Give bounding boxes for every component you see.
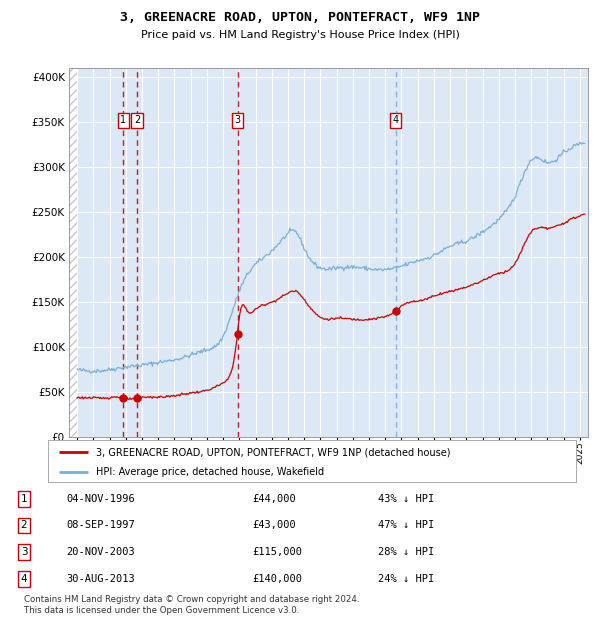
Text: 4: 4 (393, 115, 399, 125)
Text: 3: 3 (235, 115, 241, 125)
Text: 47% ↓ HPI: 47% ↓ HPI (378, 520, 434, 531)
Text: Price paid vs. HM Land Registry's House Price Index (HPI): Price paid vs. HM Land Registry's House … (140, 30, 460, 40)
Text: 3, GREENACRE ROAD, UPTON, PONTEFRACT, WF9 1NP: 3, GREENACRE ROAD, UPTON, PONTEFRACT, WF… (120, 11, 480, 24)
Text: 30-AUG-2013: 30-AUG-2013 (66, 574, 135, 584)
Text: 2: 2 (20, 520, 28, 531)
Text: 4: 4 (20, 574, 28, 584)
Text: £115,000: £115,000 (252, 547, 302, 557)
Text: £43,000: £43,000 (252, 520, 296, 531)
Text: 1: 1 (120, 115, 126, 125)
Text: 04-NOV-1996: 04-NOV-1996 (66, 494, 135, 504)
Text: 20-NOV-2003: 20-NOV-2003 (66, 547, 135, 557)
Text: 43% ↓ HPI: 43% ↓ HPI (378, 494, 434, 504)
Text: 3: 3 (20, 547, 28, 557)
Bar (69, 68, 77, 437)
Text: 1: 1 (20, 494, 28, 504)
Text: 24% ↓ HPI: 24% ↓ HPI (378, 574, 434, 584)
Text: Contains HM Land Registry data © Crown copyright and database right 2024.
This d: Contains HM Land Registry data © Crown c… (24, 595, 359, 614)
Text: 3, GREENACRE ROAD, UPTON, PONTEFRACT, WF9 1NP (detached house): 3, GREENACRE ROAD, UPTON, PONTEFRACT, WF… (95, 447, 450, 457)
Text: £140,000: £140,000 (252, 574, 302, 584)
Text: 2: 2 (134, 115, 140, 125)
Text: 08-SEP-1997: 08-SEP-1997 (66, 520, 135, 531)
Text: 28% ↓ HPI: 28% ↓ HPI (378, 547, 434, 557)
Text: HPI: Average price, detached house, Wakefield: HPI: Average price, detached house, Wake… (95, 467, 323, 477)
Text: £44,000: £44,000 (252, 494, 296, 504)
